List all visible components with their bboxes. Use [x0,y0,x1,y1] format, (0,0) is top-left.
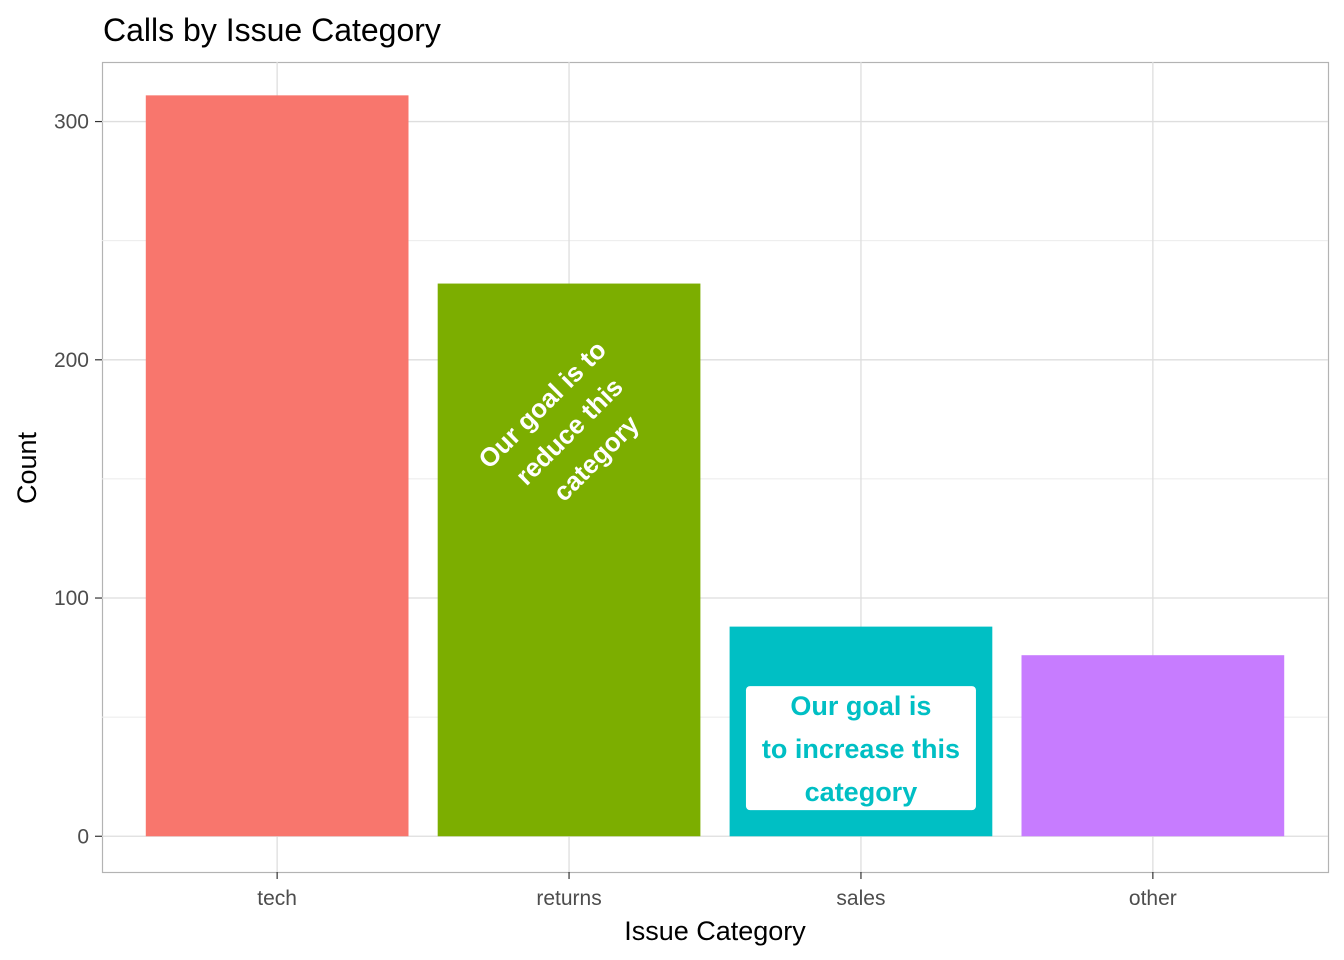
annotation-sales: Our goal is to increase this category [745,686,976,811]
x-tick-label-other: other [1129,887,1177,910]
y-axis-title: Count [12,431,42,504]
bar-tech [145,95,409,837]
bar-other [1021,655,1285,837]
x-axis-title: Issue Category [624,916,806,946]
annotation-line: category [805,777,918,807]
x-axis-ticks: tech returns sales other [257,872,1177,910]
chart-title: Calls by Issue Category [103,12,441,48]
plot-panel-border [101,61,1330,874]
x-tick-label-returns: returns [536,887,601,910]
annotation-line: Our goal is [790,691,931,721]
y-tick-label: 300 [54,111,89,134]
x-tick-label-tech: tech [257,887,297,910]
x-tick-label-sales: sales [836,887,885,910]
y-tick-label: 100 [54,587,89,610]
y-tick-label: 0 [77,825,89,848]
annotation-box [745,686,976,811]
bars [145,95,1285,837]
y-axis-ticks: 0 100 200 300 [54,111,102,848]
bar-returns [437,283,701,837]
y-tick-label: 200 [54,349,89,372]
annotation-line: to increase this [762,734,960,764]
